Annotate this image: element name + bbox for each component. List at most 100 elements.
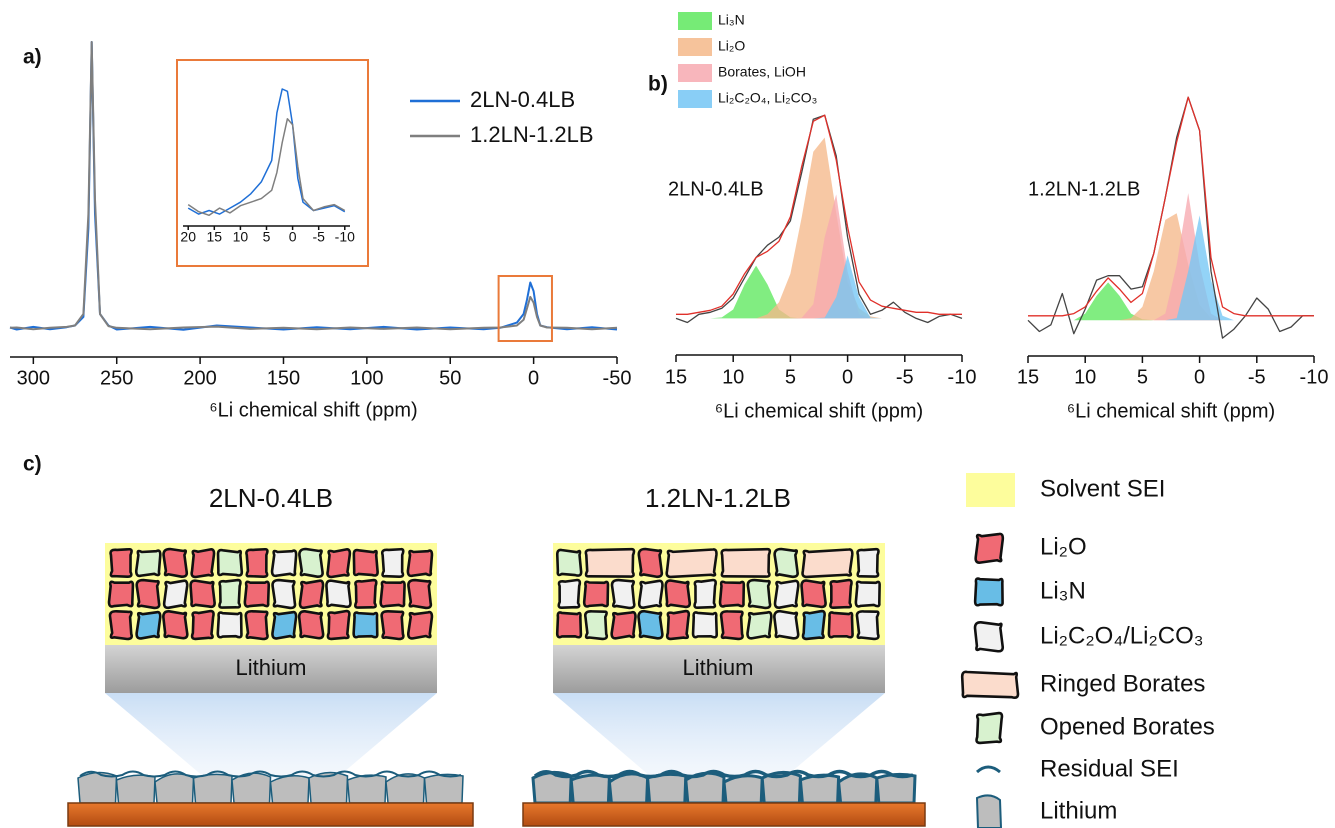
grain: [408, 580, 430, 608]
grain: [326, 581, 350, 607]
grain: [693, 612, 717, 637]
grain: [272, 612, 296, 638]
deposit: [839, 774, 877, 803]
deposit: [155, 774, 194, 803]
grain: [639, 611, 663, 638]
grain: [328, 549, 350, 577]
x-tick-label: 300: [17, 367, 50, 389]
grain: [612, 580, 634, 608]
grain: [720, 582, 744, 607]
legend-label: Li₃N: [718, 12, 745, 28]
grain: [667, 549, 717, 576]
x-tick-label: 10: [722, 366, 744, 388]
deposit: [386, 774, 425, 803]
legend-label: 1.2LN-1.2LB: [470, 122, 594, 147]
x-tick-label: 20: [180, 229, 196, 245]
grain: [585, 611, 607, 639]
x-tick-label: 0: [842, 366, 853, 388]
deposit: [571, 775, 609, 803]
grain: [354, 613, 378, 638]
grain: [748, 580, 770, 608]
legend-swatch: [966, 473, 1015, 507]
grain: [408, 551, 432, 576]
figure: 300250200150100500-50⁶Li chemical shift …: [0, 0, 1335, 828]
legend-label: Ringed Borates: [1040, 670, 1205, 697]
legend-label: Residual SEI: [1040, 755, 1179, 782]
grain: [272, 551, 296, 576]
grain: [803, 611, 825, 639]
grain: [218, 550, 242, 575]
x-axis-label: ⁶Li chemical shift (ppm): [1067, 400, 1275, 422]
deposit: [425, 774, 464, 803]
sample-label: 2LN-0.4LB: [668, 178, 764, 200]
grain: [975, 579, 1002, 606]
grain: [666, 581, 690, 607]
deposit: [800, 775, 838, 803]
legend-label: Lithium: [1040, 797, 1117, 824]
grain: [802, 581, 826, 607]
grain: [110, 611, 132, 639]
x-tick-label: 0: [1194, 366, 1205, 388]
legend-label: Li₃N: [1040, 577, 1086, 604]
grain: [584, 582, 608, 607]
x-tick-label: -5: [896, 366, 914, 388]
x-tick-label: -5: [312, 229, 325, 245]
x-tick-label: 10: [233, 229, 249, 245]
panel-label: c): [23, 453, 42, 476]
x-tick-label: -10: [948, 366, 977, 388]
grain: [639, 549, 662, 577]
grain: [830, 580, 851, 608]
legend-label: Li₂O: [1040, 533, 1087, 560]
legend-label: Li₂O: [718, 38, 745, 54]
legend-label: Solvent SEI: [1040, 475, 1165, 502]
grain: [218, 613, 242, 638]
legend-swatch: [678, 38, 712, 56]
grain: [639, 581, 662, 608]
x-tick-label: -5: [1248, 366, 1266, 388]
grain: [775, 581, 798, 608]
x-tick-label: 15: [207, 229, 223, 245]
grain: [192, 611, 213, 639]
x-tick-label: 15: [1017, 366, 1039, 388]
x-tick-label: 50: [439, 367, 461, 389]
grain: [192, 549, 214, 577]
x-tick-label: 150: [267, 367, 300, 389]
x-tick-label: 10: [1074, 366, 1096, 388]
grain: [163, 611, 187, 638]
sample-title: 2LN-0.4LB: [209, 483, 333, 513]
grain: [382, 611, 404, 639]
grain: [164, 549, 187, 577]
grain: [299, 611, 323, 638]
grain: [774, 611, 798, 638]
substrate-label: Lithium: [236, 655, 307, 680]
x-tick-label: -10: [1300, 366, 1329, 388]
grain: [586, 549, 634, 576]
grain: [612, 612, 636, 638]
x-tick-label: 15: [665, 366, 687, 388]
x-tick-label: -10: [335, 229, 355, 245]
deposit: [648, 774, 686, 803]
legend-swatch: [678, 12, 712, 30]
grain: [667, 611, 689, 639]
x-tick-label: 5: [1137, 366, 1148, 388]
grain: [354, 550, 378, 575]
grain: [803, 549, 853, 576]
grain: [721, 611, 742, 639]
legend-label: Opened Borates: [1040, 713, 1215, 740]
x-tick-label: 5: [785, 366, 796, 388]
deposit: [877, 774, 915, 803]
sample-title: 1.2LN-1.2LB: [645, 483, 791, 513]
grain: [381, 582, 405, 607]
grain: [557, 550, 581, 576]
panel-label: b): [648, 73, 668, 96]
deposit: [609, 774, 647, 803]
grain: [977, 713, 1002, 743]
grain: [559, 580, 580, 608]
substrate-label: Lithium: [683, 655, 754, 680]
grain: [246, 549, 267, 576]
legend-label: Borates, LiOH: [718, 64, 806, 80]
grain: [191, 581, 215, 607]
grain: [164, 581, 187, 608]
grain: [775, 549, 798, 577]
